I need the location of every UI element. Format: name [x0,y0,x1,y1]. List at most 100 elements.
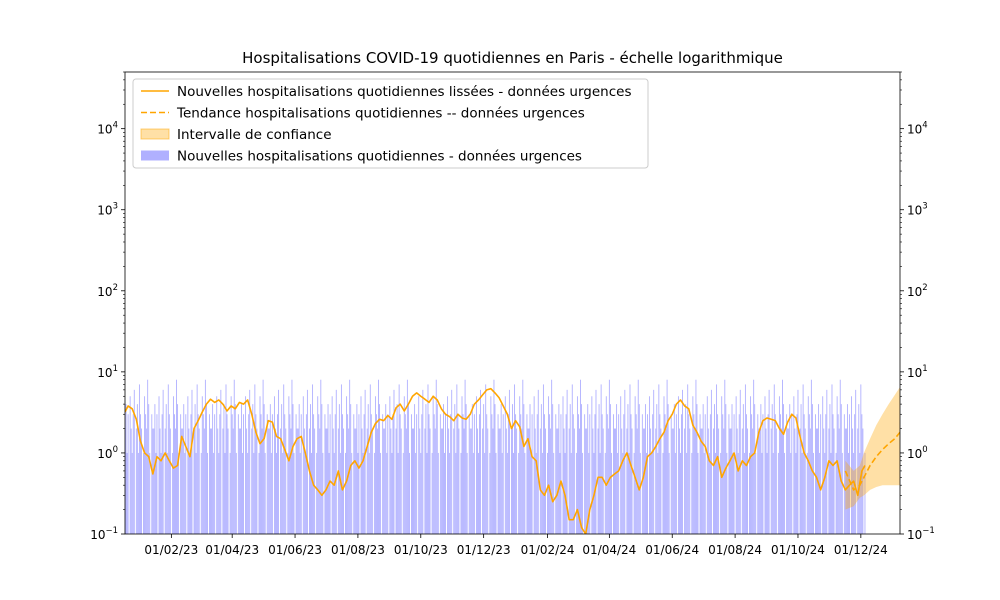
daily-bar [346,396,348,534]
daily-bar [774,414,776,534]
daily-bar [212,404,214,534]
x-tick-label: 01/02/24 [521,543,575,557]
daily-bar [848,452,849,534]
daily-bar [724,379,726,534]
daily-bar [238,428,240,534]
daily-bar [479,414,480,534]
daily-bar [854,414,856,534]
daily-bar [373,452,375,534]
daily-bar [767,414,769,534]
daily-bar [174,414,175,534]
daily-bar [764,396,766,534]
daily-bar [789,404,791,534]
daily-bar [572,414,574,534]
daily-bar [643,428,645,534]
daily-bar [681,414,682,534]
daily-bar [239,428,241,534]
daily-bar [498,428,500,534]
daily-bar [713,428,714,534]
daily-bar [232,428,234,534]
daily-bar [534,428,536,534]
daily-bar [480,389,481,534]
daily-bar [478,452,479,534]
y-tick-label: 103 [907,202,928,218]
daily-bar [557,428,559,534]
daily-bar [285,428,287,534]
daily-bar [652,414,654,534]
daily-bar [781,428,782,534]
daily-bar [733,414,735,534]
daily-bar [176,379,177,534]
daily-bar [788,428,790,534]
daily-bar [390,428,392,534]
daily-bar [395,428,397,534]
daily-bar [547,452,548,534]
daily-bar [177,404,179,534]
daily-bar [362,452,364,534]
daily-bar [137,452,139,534]
daily-bar [456,384,458,534]
daily-bar [248,414,250,534]
daily-bar [598,404,600,534]
daily-bar [280,428,282,534]
daily-bar [204,379,206,534]
x-tick-label: 01/06/24 [645,543,699,557]
daily-bar [242,452,243,534]
daily-bar [202,414,204,534]
daily-bar [822,396,824,534]
daily-bar [358,414,360,534]
daily-bar [857,428,859,534]
daily-bar [516,428,518,534]
daily-bar [529,404,531,534]
daily-bar [778,396,780,534]
daily-bar [801,452,803,534]
daily-bar [245,396,247,534]
daily-bar [815,414,816,534]
daily-bar [126,452,128,534]
y-tick-label: 10−1 [907,526,935,542]
legend-label: Intervalle de confiance [177,127,332,143]
daily-bar [219,414,221,534]
daily-bar [803,414,805,534]
daily-bar [638,404,640,534]
daily-bar [205,404,207,534]
daily-bar [759,428,761,534]
daily-bar [718,428,720,534]
daily-bar [741,428,743,534]
daily-bar [641,414,643,534]
daily-bar [166,452,168,534]
daily-bar [706,396,708,534]
daily-bar [816,428,817,534]
daily-bar [548,396,550,534]
daily-bar [268,428,270,534]
daily-bar [606,414,608,534]
daily-bar [601,414,603,534]
daily-bar [424,428,426,534]
daily-bar [771,404,773,534]
daily-bar [136,404,138,534]
daily-bar [283,384,285,534]
daily-bar [318,414,320,534]
daily-bar [691,452,693,534]
daily-bar [155,452,157,534]
x-tick-label: 01/10/24 [771,543,825,557]
daily-bar [384,428,386,534]
daily-bar [802,384,804,534]
daily-bar [320,379,322,534]
daily-bar [194,404,196,534]
daily-bar [437,452,439,534]
daily-bar [263,404,265,534]
daily-bar [672,428,674,534]
daily-bar [540,404,542,534]
daily-bar [277,414,278,534]
daily-bar [151,414,153,534]
daily-bar [267,428,269,534]
daily-bar [566,389,568,534]
daily-bar [558,404,560,534]
x-tick-label: 01/02/23 [144,543,198,557]
daily-bar [649,396,651,534]
daily-bar [379,404,380,534]
daily-bar [502,414,504,534]
daily-bar [435,379,437,534]
daily-bar [627,404,629,534]
